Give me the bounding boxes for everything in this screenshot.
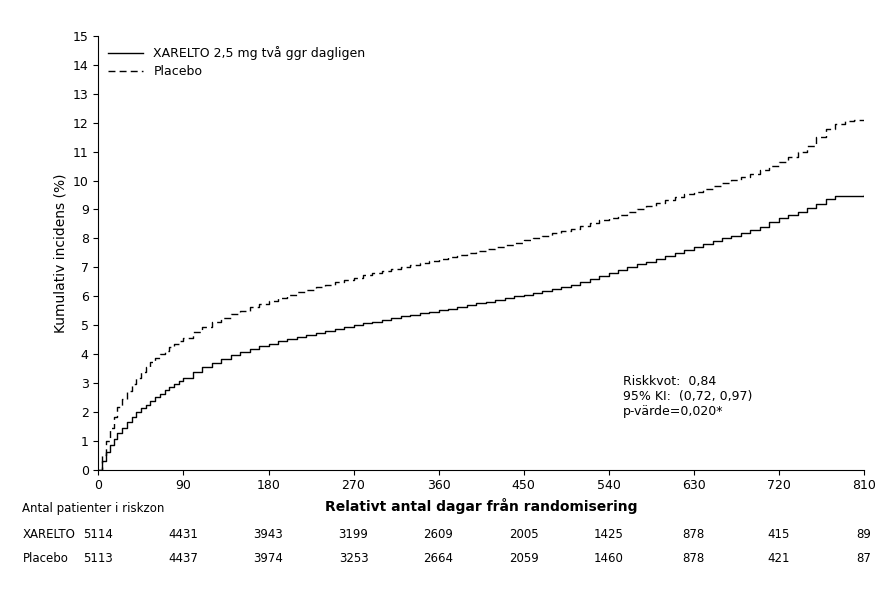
Text: 5113: 5113 [83,552,114,565]
Text: Placebo: Placebo [22,552,68,565]
Text: 2664: 2664 [423,552,453,565]
Text: 878: 878 [682,552,704,565]
Text: 2005: 2005 [508,528,538,541]
Text: 2059: 2059 [508,552,538,565]
Text: 1460: 1460 [593,552,623,565]
Text: Riskkvot:  0,84
95% KI:  (0,72, 0,97)
p-värde=0,020*: Riskkvot: 0,84 95% KI: (0,72, 0,97) p-vä… [622,374,751,418]
X-axis label: Relativt antal dagar från randomisering: Relativt antal dagar från randomisering [325,498,637,514]
Text: XARELTO: XARELTO [22,528,75,541]
Text: 415: 415 [766,528,789,541]
Text: 3253: 3253 [338,552,368,565]
Text: 3943: 3943 [253,528,283,541]
Text: Antal patienter i riskzon: Antal patienter i riskzon [22,502,164,515]
Text: 1425: 1425 [593,528,623,541]
Text: 3199: 3199 [338,528,368,541]
Text: 5114: 5114 [83,528,114,541]
Text: 3974: 3974 [253,552,283,565]
Text: 878: 878 [682,528,704,541]
Text: 89: 89 [856,528,870,541]
Legend: XARELTO 2,5 mg två ggr dagligen, Placebo: XARELTO 2,5 mg två ggr dagligen, Placebo [105,42,369,82]
Text: 2609: 2609 [423,528,453,541]
Text: 421: 421 [766,552,789,565]
Text: 87: 87 [856,552,870,565]
Text: 4437: 4437 [168,552,198,565]
Text: 4431: 4431 [168,528,198,541]
Y-axis label: Kumulativ incidens (%): Kumulativ incidens (%) [54,173,67,332]
